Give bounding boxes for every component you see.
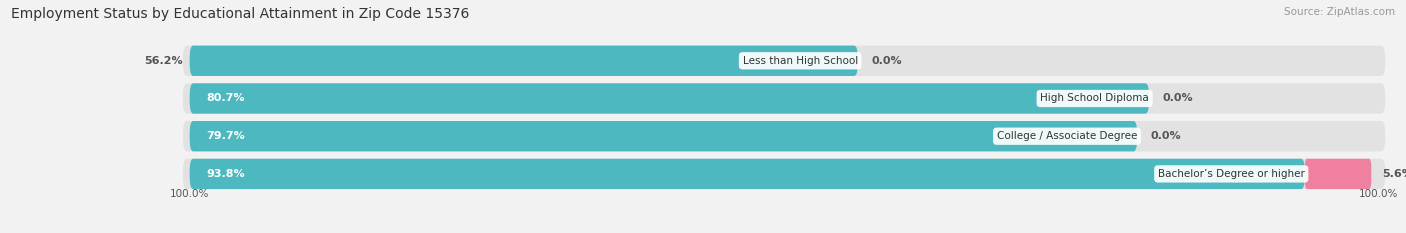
- Text: 100.0%: 100.0%: [1358, 188, 1398, 199]
- Text: Less than High School: Less than High School: [742, 56, 858, 66]
- Text: 79.7%: 79.7%: [205, 131, 245, 141]
- FancyBboxPatch shape: [183, 83, 1385, 114]
- FancyBboxPatch shape: [183, 159, 1385, 189]
- FancyBboxPatch shape: [190, 83, 1149, 114]
- FancyBboxPatch shape: [190, 159, 1305, 189]
- Text: 80.7%: 80.7%: [205, 93, 245, 103]
- Text: High School Diploma: High School Diploma: [1040, 93, 1149, 103]
- Text: Bachelor’s Degree or higher: Bachelor’s Degree or higher: [1159, 169, 1305, 179]
- FancyBboxPatch shape: [183, 46, 1385, 76]
- Text: 0.0%: 0.0%: [872, 56, 901, 66]
- FancyBboxPatch shape: [190, 46, 858, 76]
- FancyBboxPatch shape: [1305, 159, 1371, 189]
- FancyBboxPatch shape: [190, 121, 1137, 151]
- Text: Employment Status by Educational Attainment in Zip Code 15376: Employment Status by Educational Attainm…: [11, 7, 470, 21]
- FancyBboxPatch shape: [183, 121, 1385, 151]
- Text: 100.0%: 100.0%: [170, 188, 209, 199]
- Text: 0.0%: 0.0%: [1163, 93, 1194, 103]
- Text: 0.0%: 0.0%: [1150, 131, 1181, 141]
- Text: 56.2%: 56.2%: [145, 56, 183, 66]
- Text: 5.6%: 5.6%: [1382, 169, 1406, 179]
- Text: Source: ZipAtlas.com: Source: ZipAtlas.com: [1284, 7, 1395, 17]
- Text: 93.8%: 93.8%: [205, 169, 245, 179]
- Text: College / Associate Degree: College / Associate Degree: [997, 131, 1137, 141]
